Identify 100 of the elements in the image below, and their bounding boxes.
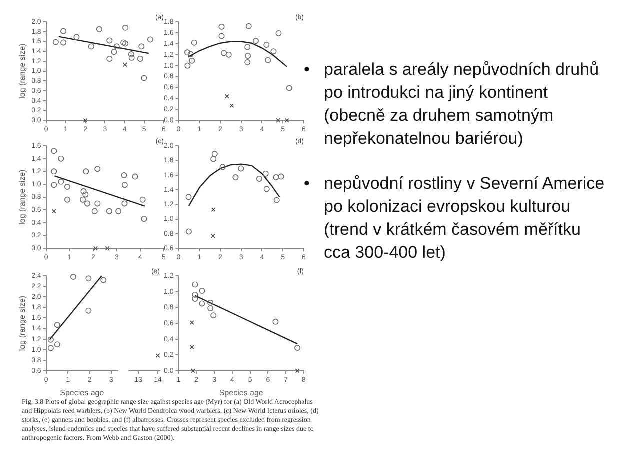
point bbox=[188, 51, 194, 58]
point bbox=[122, 24, 129, 31]
point bbox=[122, 62, 128, 68]
point bbox=[52, 209, 56, 214]
point bbox=[122, 40, 129, 47]
point bbox=[51, 182, 58, 188]
point bbox=[94, 246, 98, 251]
point bbox=[246, 23, 252, 30]
point bbox=[238, 166, 244, 172]
point bbox=[54, 322, 60, 328]
point bbox=[190, 345, 194, 350]
point bbox=[80, 196, 86, 203]
point bbox=[199, 288, 206, 294]
point bbox=[199, 300, 206, 307]
point bbox=[192, 296, 198, 302]
point bbox=[190, 320, 194, 325]
point bbox=[186, 228, 192, 235]
point bbox=[184, 62, 191, 69]
point bbox=[294, 345, 301, 352]
point bbox=[184, 50, 190, 56]
point bbox=[192, 292, 198, 298]
point bbox=[244, 44, 251, 50]
point bbox=[106, 208, 112, 214]
point bbox=[137, 56, 144, 62]
point bbox=[218, 33, 225, 40]
point bbox=[106, 38, 113, 44]
point bbox=[210, 234, 216, 238]
point bbox=[48, 345, 54, 352]
point bbox=[52, 39, 59, 46]
point bbox=[230, 104, 234, 108]
point bbox=[270, 48, 277, 55]
point bbox=[94, 166, 101, 172]
point bbox=[114, 44, 120, 50]
y-axis-title: log (range size) bbox=[18, 296, 28, 352]
point bbox=[116, 208, 122, 214]
point bbox=[208, 305, 214, 312]
point bbox=[128, 52, 134, 58]
point bbox=[191, 40, 198, 46]
point bbox=[264, 42, 270, 48]
point bbox=[286, 85, 292, 92]
point bbox=[60, 40, 67, 46]
point bbox=[84, 200, 91, 207]
point bbox=[220, 164, 226, 170]
point bbox=[83, 118, 88, 123]
point bbox=[295, 368, 300, 374]
point bbox=[226, 52, 232, 58]
point bbox=[138, 44, 145, 50]
point bbox=[212, 151, 218, 158]
point bbox=[51, 168, 58, 175]
point bbox=[64, 196, 71, 203]
point bbox=[111, 49, 118, 56]
x-axis-title: Species age bbox=[219, 388, 264, 398]
point bbox=[88, 44, 94, 50]
point bbox=[105, 246, 110, 251]
point bbox=[208, 300, 214, 306]
point bbox=[272, 318, 279, 325]
point bbox=[141, 75, 148, 82]
point bbox=[256, 176, 263, 182]
point bbox=[284, 118, 290, 123]
point bbox=[74, 34, 80, 40]
point bbox=[96, 26, 102, 32]
point bbox=[265, 57, 272, 64]
point bbox=[58, 178, 64, 185]
point bbox=[278, 174, 284, 180]
point bbox=[221, 50, 228, 56]
point bbox=[189, 58, 196, 64]
point bbox=[100, 277, 107, 284]
point bbox=[244, 60, 251, 66]
point bbox=[121, 172, 128, 178]
point bbox=[120, 40, 127, 46]
point bbox=[140, 196, 146, 203]
point bbox=[252, 38, 259, 44]
text: • paralela s areály nepůvodních druhů po introdukci na jiný kontinent (obecně za druhem samotným nepřekonatelnou bariérou) bbox=[304, 59, 600, 150]
point bbox=[218, 24, 225, 30]
point bbox=[211, 208, 216, 212]
point bbox=[276, 118, 281, 123]
point bbox=[70, 274, 76, 280]
point bbox=[190, 368, 196, 374]
point bbox=[54, 342, 60, 348]
point bbox=[141, 216, 148, 222]
point bbox=[273, 174, 280, 181]
point bbox=[262, 170, 269, 177]
point bbox=[210, 312, 217, 319]
point bbox=[86, 308, 92, 314]
point bbox=[274, 197, 280, 204]
point bbox=[264, 186, 270, 192]
y-axis-title: log (range size) bbox=[18, 43, 28, 99]
point bbox=[48, 336, 54, 343]
point bbox=[186, 194, 192, 200]
point bbox=[64, 184, 71, 190]
point bbox=[82, 192, 89, 198]
point bbox=[132, 174, 138, 180]
point bbox=[60, 28, 67, 34]
point bbox=[224, 94, 230, 99]
point bbox=[92, 208, 98, 214]
point bbox=[86, 276, 92, 282]
point bbox=[232, 174, 239, 181]
point bbox=[122, 200, 128, 207]
point bbox=[276, 30, 282, 37]
point bbox=[210, 156, 217, 162]
